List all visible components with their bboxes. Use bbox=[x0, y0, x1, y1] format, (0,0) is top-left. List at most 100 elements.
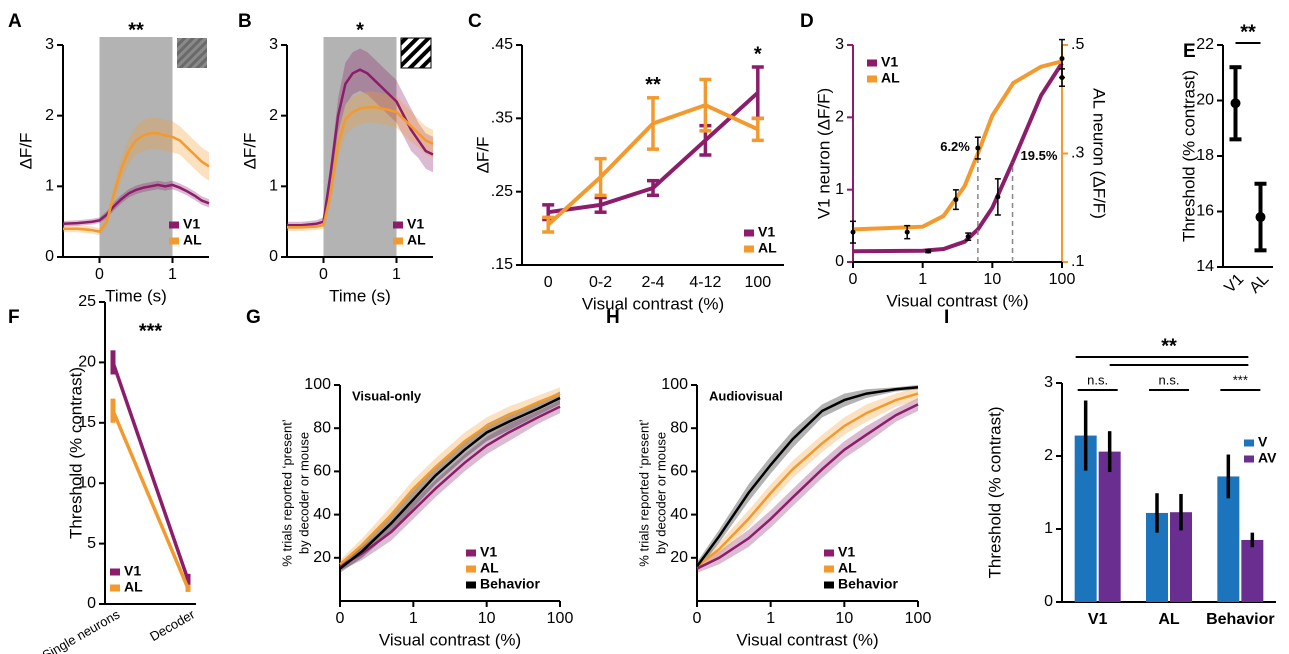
y-tick-label: .35 bbox=[491, 110, 513, 127]
data-point bbox=[975, 146, 980, 151]
y-tick-label: 0 bbox=[835, 253, 844, 270]
panel-label: G bbox=[246, 307, 261, 328]
bar bbox=[1099, 452, 1121, 602]
y-tick-label: 80 bbox=[670, 419, 688, 436]
significance-label: n.s. bbox=[1159, 372, 1180, 387]
x-tick-label: 10 bbox=[983, 271, 1001, 288]
x-axis-label: Time (s) bbox=[329, 286, 391, 305]
y-axis-label: ΔF/F bbox=[240, 133, 259, 170]
x-tick-label: 0-2 bbox=[589, 274, 612, 291]
panel-label: F bbox=[8, 307, 20, 328]
y-tick-label: 18 bbox=[1196, 147, 1214, 164]
data-point bbox=[953, 197, 958, 202]
y-tick-label: 0 bbox=[269, 248, 278, 265]
y-tick-label: 2 bbox=[835, 109, 844, 126]
data-point bbox=[995, 194, 1000, 199]
stimulus-icon bbox=[401, 38, 431, 68]
x-tick-label: 1 bbox=[409, 610, 418, 627]
x-tick-label: 4-12 bbox=[689, 274, 721, 291]
y-tick-label: 1 bbox=[45, 178, 54, 195]
y-tick-label: 2 bbox=[45, 107, 54, 124]
y-tick-label: 2 bbox=[269, 107, 278, 124]
y-tick-label: 80 bbox=[313, 419, 331, 436]
panel-label: C bbox=[468, 11, 482, 32]
legend-label: Behavior bbox=[480, 576, 540, 592]
y-axis-label: ΔF/F bbox=[473, 137, 492, 174]
series-line bbox=[113, 411, 188, 589]
legend-label: V1 bbox=[881, 54, 898, 70]
x-tick-label: Behavior bbox=[1206, 611, 1274, 628]
legend-label: V1 bbox=[124, 563, 141, 579]
y-axis-label: ΔF/F bbox=[16, 133, 35, 170]
panel-label: D bbox=[800, 11, 814, 32]
x-tick-label: 100 bbox=[547, 610, 574, 627]
significance-label: *** bbox=[139, 320, 163, 342]
legend-label: AL bbox=[124, 579, 143, 595]
panel-title: Visual-only bbox=[352, 388, 422, 403]
y-tick-label: 1 bbox=[1044, 520, 1053, 537]
y2-tick-label: .3 bbox=[1071, 145, 1084, 162]
x-tick-label: 10 bbox=[835, 610, 853, 627]
x-tick-label: 0 bbox=[544, 274, 553, 291]
x-axis-label: Time (s) bbox=[105, 286, 167, 305]
legend-label: V1 bbox=[758, 224, 775, 240]
y-tick-label: 100 bbox=[304, 376, 331, 393]
significance-label: *** bbox=[1233, 372, 1248, 387]
x-tick-label: 0 bbox=[95, 266, 104, 283]
x-tick-label: 1 bbox=[918, 271, 927, 288]
x-tick-label: 100 bbox=[1049, 271, 1076, 288]
significance-label: ** bbox=[645, 74, 661, 96]
x-tick-label: 2-4 bbox=[641, 274, 664, 291]
error-bar bbox=[595, 159, 607, 196]
error-bar bbox=[752, 67, 764, 118]
data-point bbox=[905, 230, 910, 235]
x-axis-label: Visual contrast (%) bbox=[736, 630, 878, 649]
series-line bbox=[113, 362, 188, 579]
panel-label: B bbox=[238, 11, 252, 32]
threshold-label: 6.2% bbox=[940, 139, 970, 154]
y-tick-label: 25 bbox=[78, 293, 96, 310]
x-tick-label: 100 bbox=[744, 274, 771, 291]
y-axis-label: V1 neuron (ΔF/F) bbox=[814, 88, 833, 219]
y-tick-label: 20 bbox=[1196, 92, 1214, 109]
x-tick-label: Decoder bbox=[147, 606, 198, 644]
y-tick-label: 5 bbox=[87, 535, 96, 552]
y-axis-label: % trials reported ‘present’ bbox=[636, 419, 651, 567]
legend-label: AL bbox=[881, 70, 900, 86]
y-tick-label: 0 bbox=[1044, 593, 1053, 610]
legend-label: AL bbox=[758, 240, 777, 256]
legend-label: V1 bbox=[838, 544, 855, 560]
y-tick-label: 0 bbox=[45, 248, 54, 265]
legend-label: AL bbox=[480, 560, 499, 576]
x-axis-label: Visual contrast (%) bbox=[379, 630, 521, 649]
y-axis-label: Threshold (% contrast) bbox=[66, 367, 85, 539]
x-tick-label: V1 bbox=[1088, 611, 1108, 628]
legend-label: V bbox=[1258, 434, 1268, 450]
x-tick-label: 100 bbox=[905, 610, 932, 627]
x-tick-label: AL bbox=[1246, 271, 1272, 297]
y-tick-label: 22 bbox=[1196, 36, 1214, 53]
x-axis-label: Visual contrast (%) bbox=[582, 294, 724, 313]
legend-label: V1 bbox=[407, 216, 424, 232]
y-tick-label: .45 bbox=[491, 36, 513, 53]
y-tick-label: 40 bbox=[313, 506, 331, 523]
y-tick-label: 60 bbox=[313, 463, 331, 480]
y-axis-label: Threshold (% contrast) bbox=[1179, 70, 1198, 242]
legend-label: AL bbox=[407, 232, 426, 248]
stimulus-icon bbox=[177, 38, 207, 68]
y-tick-label: 40 bbox=[670, 506, 688, 523]
data-point bbox=[1060, 56, 1065, 61]
y-axis-label: by decoder or mouse bbox=[653, 432, 668, 554]
x-tick-label: V1 bbox=[1221, 271, 1247, 297]
legend-label: AL bbox=[838, 560, 857, 576]
significance-label: ** bbox=[1240, 21, 1256, 43]
y-tick-label: .15 bbox=[491, 256, 513, 273]
y-axis-label: % trials reported ‘present’ bbox=[279, 419, 294, 567]
significance-label: ** bbox=[128, 19, 144, 41]
y-tick-label: 100 bbox=[661, 376, 688, 393]
panel-title: Audiovisual bbox=[709, 388, 783, 403]
y-tick-label: 3 bbox=[269, 36, 278, 53]
panel-label: A bbox=[8, 11, 22, 32]
y2-axis-label: AL neuron (ΔF/F) bbox=[1090, 88, 1109, 219]
x-tick-label: 0 bbox=[849, 271, 858, 288]
